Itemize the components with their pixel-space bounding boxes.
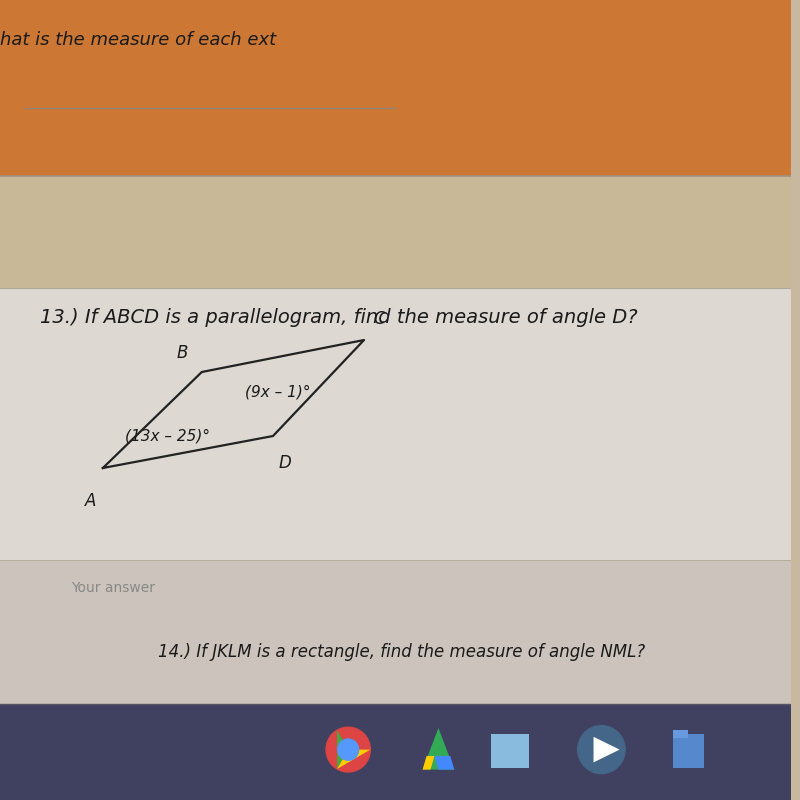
Polygon shape [434,756,454,770]
Circle shape [326,727,370,772]
Polygon shape [0,0,791,176]
Text: 14.) If JKLM is a rectangle, find the measure of angle NML?: 14.) If JKLM is a rectangle, find the me… [158,643,646,661]
Circle shape [338,739,358,760]
Bar [673,730,689,738]
Text: (13x – 25)°: (13x – 25)° [125,429,210,443]
Polygon shape [0,560,791,704]
Polygon shape [422,728,454,770]
Text: D: D [279,454,292,472]
Text: Your answer: Your answer [71,581,155,595]
Bar [490,734,529,768]
Text: A: A [86,492,97,510]
Text: (9x – 1)°: (9x – 1)° [246,385,311,399]
Circle shape [578,726,625,774]
Polygon shape [594,737,620,762]
Text: C: C [374,310,385,328]
Polygon shape [0,288,791,560]
Polygon shape [0,176,791,288]
Polygon shape [337,730,348,769]
Polygon shape [0,288,791,656]
Text: B: B [176,344,187,362]
Text: hat is the measure of each ext: hat is the measure of each ext [0,31,276,49]
Circle shape [338,739,358,760]
Polygon shape [337,730,370,750]
Polygon shape [0,704,791,800]
Polygon shape [422,756,434,770]
Polygon shape [337,750,370,769]
Text: 13.) If ABCD is a parallelogram, find the measure of angle D?: 13.) If ABCD is a parallelogram, find th… [39,308,637,327]
Bar [673,734,704,768]
